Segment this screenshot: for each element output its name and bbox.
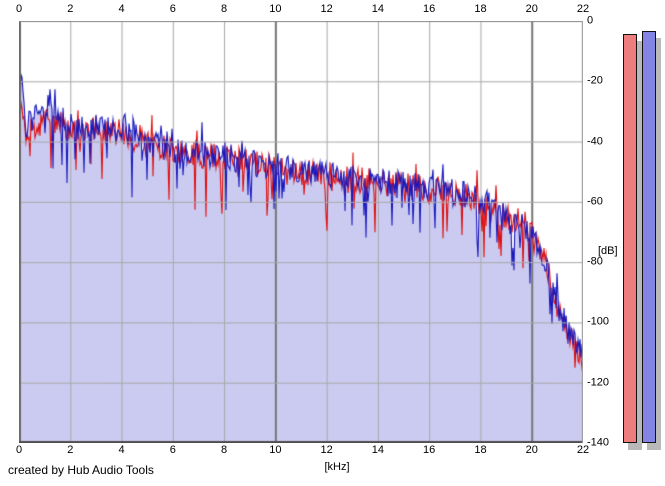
spectrum-plot (19, 21, 583, 443)
y-tick-label: -120 (587, 376, 610, 389)
x-tick-label-bottom: 18 (474, 444, 487, 456)
x-tick-label-bottom: 6 (169, 444, 176, 456)
x-tick-label-bottom: 22 (576, 444, 590, 456)
x-tick-label-top: 12 (320, 3, 333, 15)
credit-text: created by Hub Audio Tools (8, 463, 154, 477)
x-tick-label-top: 8 (221, 3, 228, 15)
x-tick-label-bottom: 0 (15, 444, 23, 456)
x-tick-label-bottom: 16 (423, 444, 436, 456)
x-tick-label-top: 20 (525, 3, 538, 15)
x-axis-unit-label: [kHz] (324, 461, 350, 473)
spectrum-canvas (19, 21, 583, 443)
x-tick-label-top: 6 (169, 3, 176, 15)
x-tick-label-top: 22 (576, 3, 590, 15)
x-tick-label-top: 0 (15, 3, 23, 15)
x-tick-label-top: 2 (67, 3, 74, 15)
x-tick-label-top: 10 (269, 3, 282, 15)
y-axis-unit-label: [dB] (598, 245, 618, 257)
x-tick-label-bottom: 2 (67, 444, 74, 456)
y-tick-label: -60 (587, 195, 603, 208)
x-tick-label-top: 18 (474, 3, 487, 15)
y-tick-label: -140 (587, 436, 610, 449)
y-tick-label: -40 (587, 135, 603, 148)
x-tick-label-bottom: 20 (525, 444, 538, 456)
y-tick-label: -20 (587, 74, 603, 87)
y-tick-label: 0 (587, 14, 594, 27)
x-tick-label-top: 16 (423, 3, 436, 15)
x-tick-label-top: 14 (371, 3, 385, 15)
x-tick-label-bottom: 14 (371, 444, 385, 456)
x-tick-label-top: 4 (118, 3, 125, 15)
red-meter (623, 33, 637, 443)
y-tick-label: -100 (587, 315, 610, 328)
y-tick-label: -80 (587, 255, 603, 268)
blue-meter (642, 30, 656, 443)
x-tick-label-bottom: 8 (221, 444, 228, 456)
x-tick-label-bottom: 12 (320, 444, 333, 456)
x-tick-label-bottom: 4 (118, 444, 125, 456)
x-tick-label-bottom: 10 (269, 444, 282, 456)
